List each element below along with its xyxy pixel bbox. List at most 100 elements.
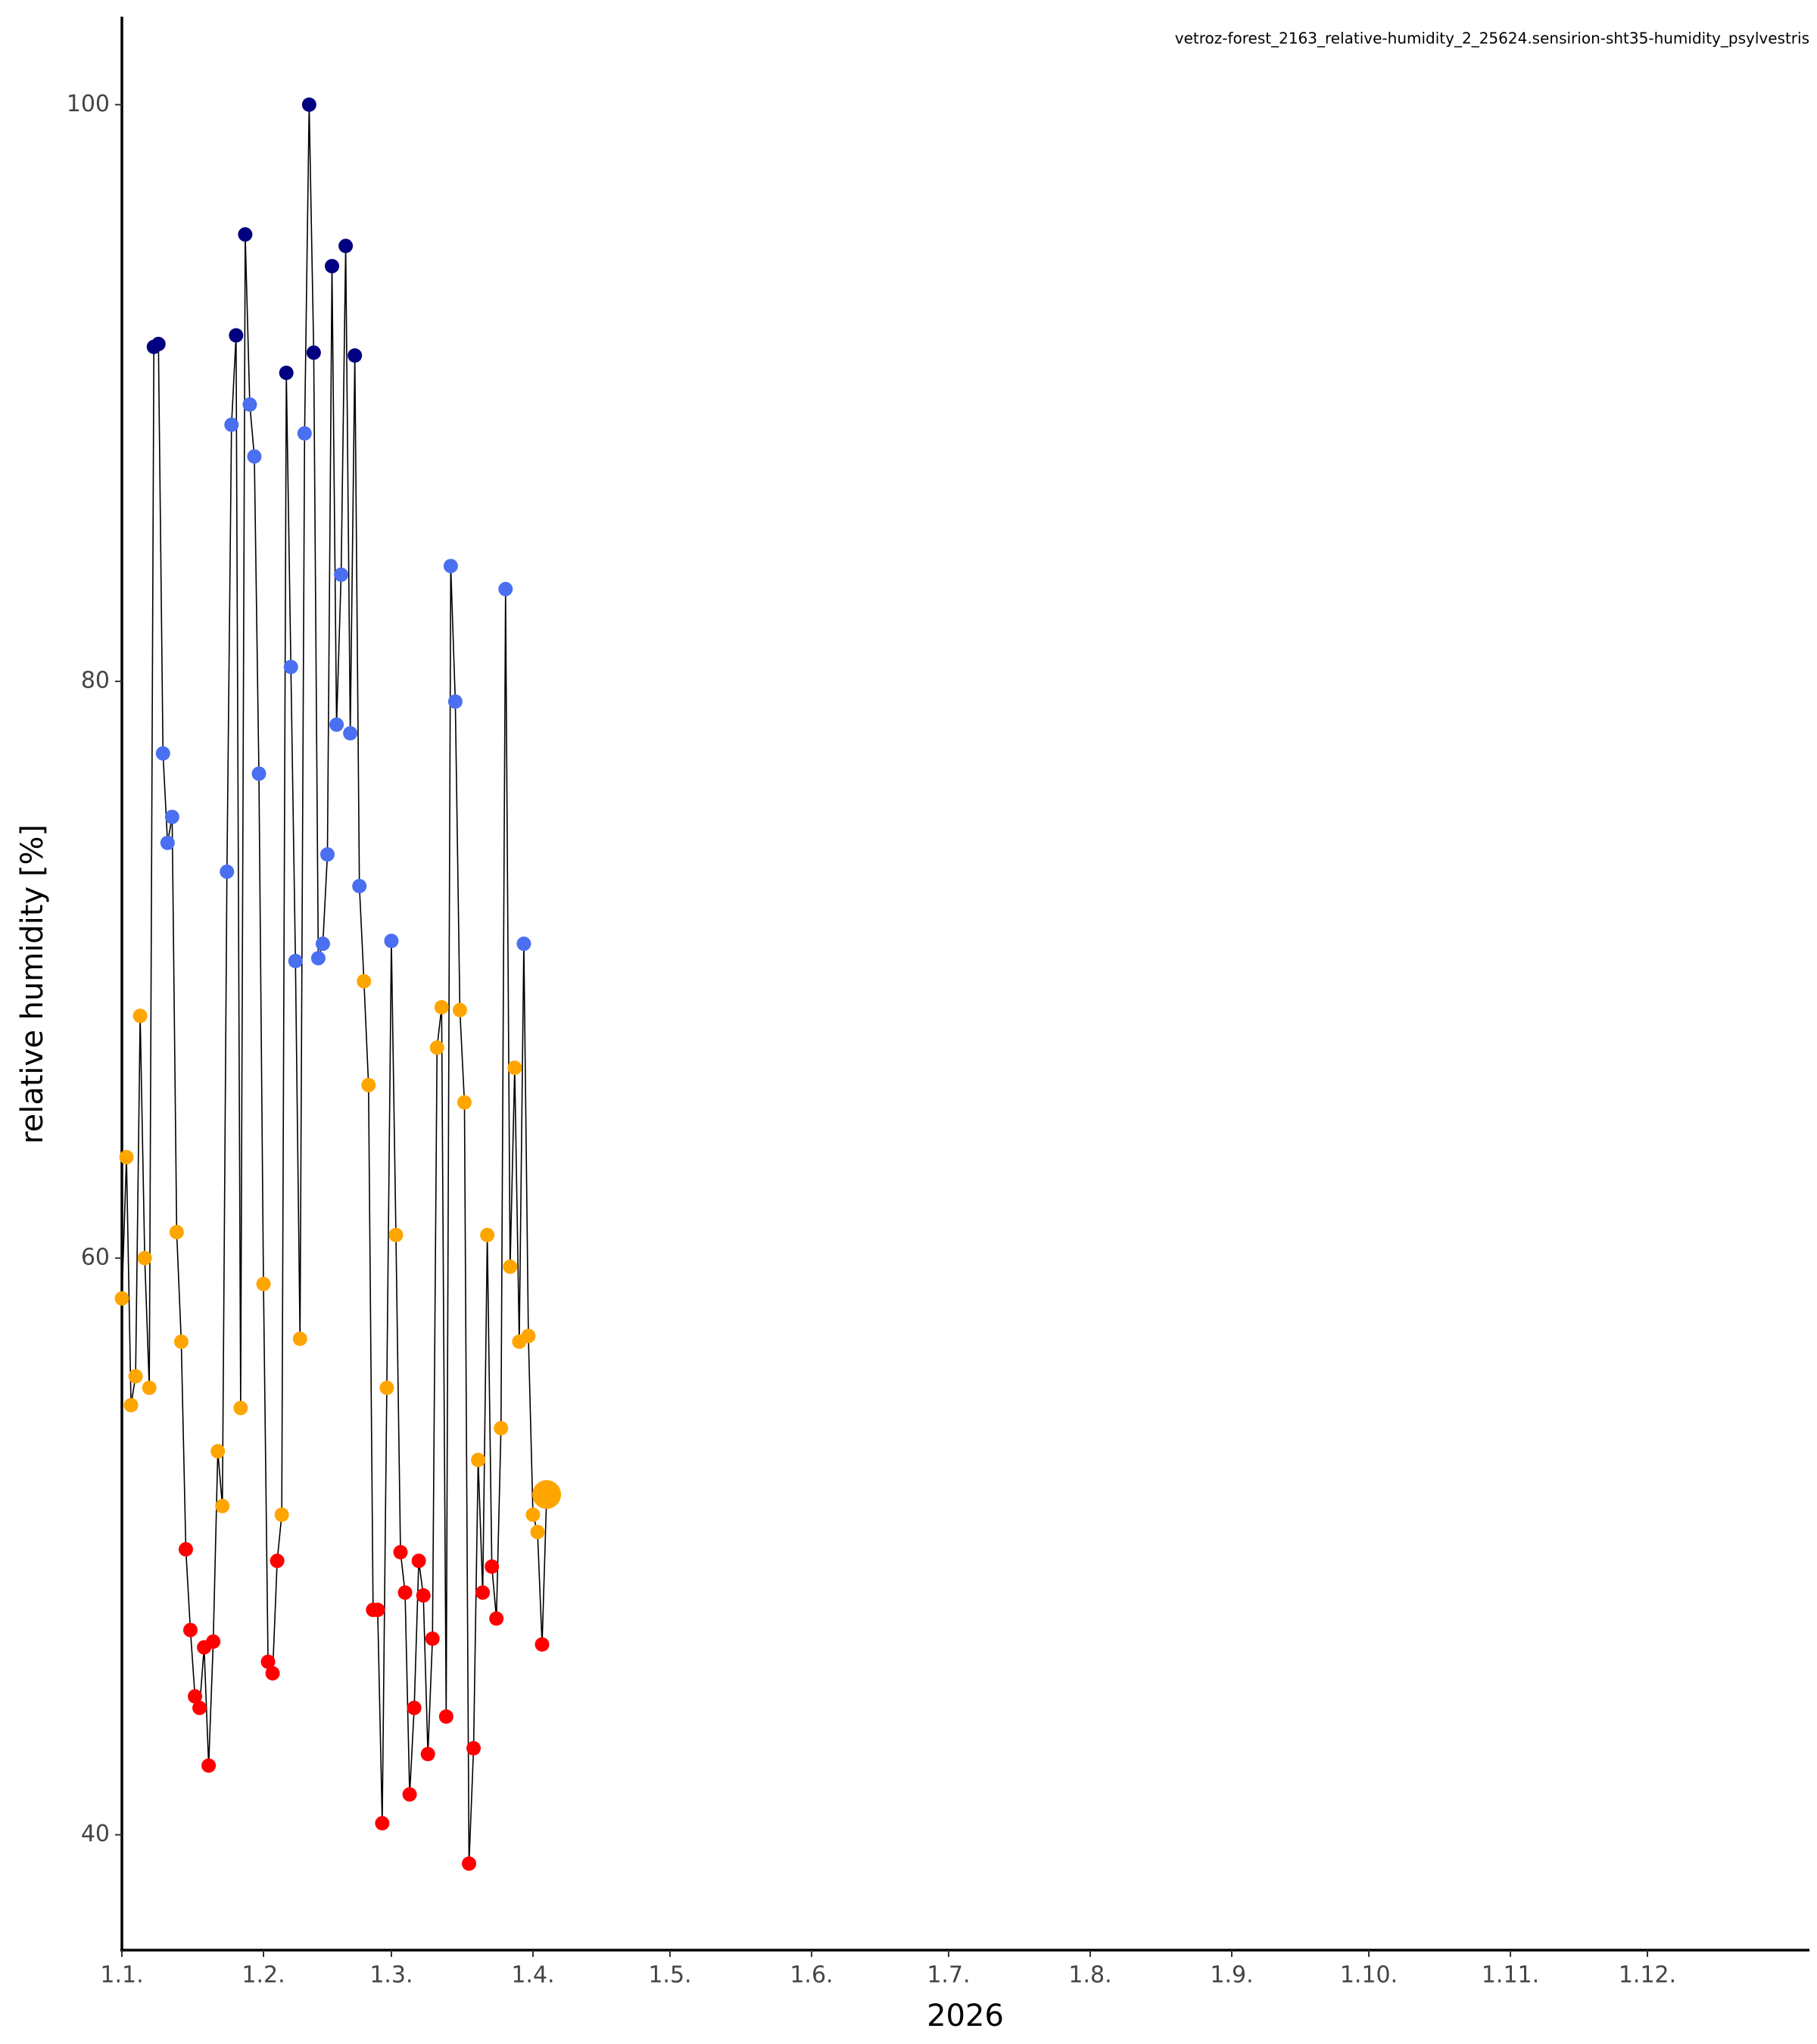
y-tick-label: 40: [81, 1821, 110, 1847]
point: [334, 567, 349, 582]
point: [288, 954, 303, 969]
point: [188, 1689, 203, 1704]
point: [480, 1227, 495, 1242]
point: [247, 449, 262, 464]
point: [325, 259, 340, 274]
x-tick-label: 1.12.: [1619, 1962, 1676, 1989]
point: [375, 1815, 390, 1831]
point: [388, 1227, 404, 1242]
point: [393, 1544, 408, 1559]
point: [420, 1746, 435, 1762]
point: [178, 1542, 193, 1557]
point: [503, 1259, 518, 1274]
y-tick-label: 100: [67, 91, 110, 117]
point: [233, 1401, 248, 1416]
point: [215, 1498, 230, 1513]
point: [164, 809, 179, 824]
point: [224, 417, 239, 432]
point: [516, 936, 531, 952]
point: [329, 717, 344, 732]
x-tick-label: 1.1.: [100, 1962, 143, 1989]
x-tick-label: 1.10.: [1340, 1962, 1398, 1989]
point: [535, 1637, 550, 1652]
line: [121, 104, 547, 1864]
point: [155, 746, 170, 761]
point: [425, 1631, 440, 1647]
point: [457, 1095, 472, 1110]
point: [315, 936, 330, 952]
point: [151, 336, 166, 351]
point: [292, 1332, 307, 1347]
point: [379, 1380, 394, 1395]
point: [306, 345, 321, 360]
point: [438, 1709, 453, 1724]
x-tick-label: 1.6.: [790, 1962, 833, 1989]
point: [498, 581, 513, 597]
y-axis-label: relative humidity [%]: [15, 824, 50, 1144]
point: [525, 1507, 541, 1522]
point: [114, 1291, 129, 1306]
point: [530, 1525, 545, 1540]
point: [521, 1329, 536, 1344]
point: [265, 1665, 280, 1681]
point: [507, 1060, 522, 1075]
point: [169, 1225, 184, 1240]
point: [119, 1150, 134, 1165]
point: [260, 1654, 276, 1669]
point: [338, 238, 354, 254]
point: [384, 933, 399, 949]
point: [411, 1553, 426, 1569]
x-tick-label: 1.3.: [369, 1962, 413, 1989]
point: [489, 1611, 504, 1626]
point: [343, 726, 358, 741]
point: [251, 766, 266, 781]
point: [132, 1008, 148, 1024]
point: [206, 1634, 221, 1649]
point: [137, 1251, 152, 1266]
point: [402, 1787, 417, 1802]
point: [494, 1421, 509, 1436]
x-tick-label: 1.8.: [1068, 1962, 1111, 1989]
point: [447, 694, 463, 709]
point: [475, 1585, 491, 1600]
point: [452, 1002, 467, 1017]
point: [319, 847, 335, 862]
point: [128, 1369, 143, 1384]
point: [429, 1040, 444, 1055]
point: [220, 864, 235, 879]
point: [182, 1622, 198, 1637]
point: [310, 951, 326, 966]
point: [348, 348, 363, 363]
point: [279, 366, 294, 381]
chart-title: vetroz-forest_2163_relative-humidity_2_2…: [1175, 30, 1809, 48]
point: [123, 1397, 139, 1413]
x-axis-label: 2026: [927, 1999, 1004, 2033]
point: [301, 97, 316, 112]
point: [416, 1588, 431, 1603]
point: [283, 659, 298, 675]
point: [201, 1758, 217, 1773]
point: [160, 835, 175, 850]
point: [370, 1603, 385, 1618]
point: [210, 1444, 226, 1459]
point: [466, 1740, 482, 1756]
point: [462, 1856, 477, 1871]
point: [242, 397, 257, 412]
y-tick-label: 80: [81, 668, 110, 694]
point: [297, 425, 312, 441]
point: [357, 974, 372, 989]
point: [434, 999, 449, 1014]
point: [229, 328, 244, 343]
point: [270, 1553, 285, 1569]
point: [274, 1507, 289, 1522]
last-point: [532, 1480, 562, 1510]
x-tick-label: 1.11.: [1482, 1962, 1539, 1989]
point: [443, 559, 458, 574]
point: [407, 1700, 422, 1715]
point: [361, 1077, 376, 1092]
point: [192, 1700, 207, 1715]
point: [238, 227, 253, 242]
x-tick-label: 1.2.: [242, 1962, 285, 1989]
point: [485, 1559, 500, 1574]
